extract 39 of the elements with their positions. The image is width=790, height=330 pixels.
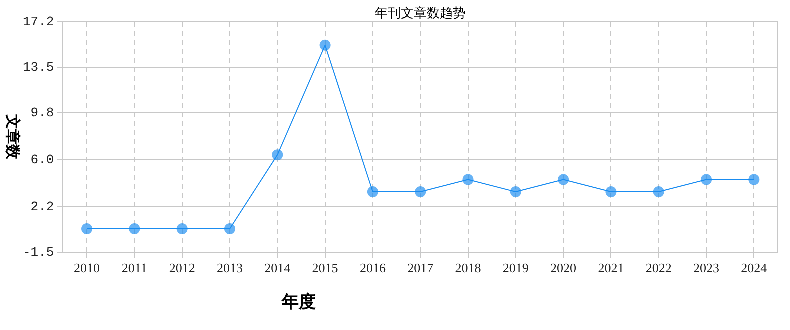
x-tick-label: 2020: [550, 260, 577, 276]
x-tick-label: 2021: [598, 260, 624, 276]
point: [367, 186, 378, 198]
x-tick-label: 2010: [74, 260, 100, 276]
point: [272, 150, 284, 161]
y-tick-label: 9.8: [30, 106, 54, 121]
x-axis-title: 年度: [281, 292, 316, 312]
y-tick-label: -1.5: [22, 244, 54, 260]
point: [606, 186, 617, 198]
x-tick-label: 2016: [360, 260, 386, 276]
x-tick-label: 2023: [694, 260, 720, 276]
y-tick-label: 2.2: [30, 199, 54, 214]
point: [558, 174, 570, 186]
x-tick-label: 2013: [216, 260, 243, 276]
x-tick-label: 2019: [502, 260, 529, 276]
y-tick-label: 6.0: [30, 152, 54, 168]
point: [320, 40, 331, 51]
point: [510, 186, 522, 198]
x-tick-label: 2014: [264, 260, 292, 276]
point: [224, 223, 236, 234]
chart-title: 年刊文章数趋势: [375, 5, 466, 20]
point: [748, 174, 760, 186]
x-tick-label: 2022: [646, 260, 672, 276]
point: [176, 223, 188, 234]
point: [82, 223, 93, 234]
point: [415, 186, 426, 198]
x-tick-label: 2015: [312, 260, 338, 276]
point: [462, 174, 474, 186]
point: [653, 186, 664, 198]
x-tick-label: 2011: [122, 260, 148, 276]
x-tick-label: 2018: [455, 260, 482, 276]
x-tick-label: 2012: [169, 260, 196, 276]
x-tick-label: 2024: [741, 260, 768, 276]
point: [701, 174, 712, 186]
x-tick-label: 2017: [408, 260, 434, 276]
y-axis-title: 文章数: [4, 114, 22, 161]
y-tick-label: 17.2: [22, 14, 54, 30]
point: [129, 223, 140, 234]
y-tick-label: 13.5: [22, 60, 54, 76]
